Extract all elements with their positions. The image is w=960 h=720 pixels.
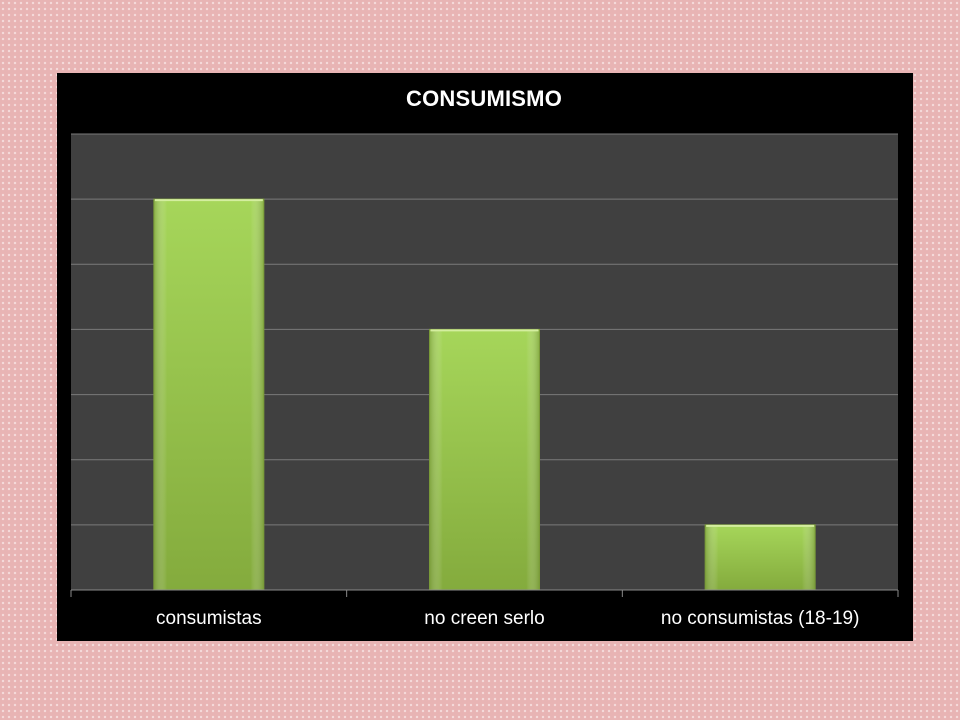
- x-tick-label: consumistas: [156, 608, 262, 629]
- chart-title: CONSUMISMO: [406, 86, 562, 111]
- x-tick-label: no creen serlo: [424, 608, 545, 629]
- x-tick-label: no consumistas (18-19): [660, 608, 860, 629]
- bar-shading: [153, 199, 264, 590]
- bar-shading: [429, 329, 540, 590]
- x-axis: [70, 589, 899, 597]
- bar: [153, 198, 265, 591]
- bars: [153, 198, 816, 591]
- bar-shading: [705, 524, 816, 590]
- bar: [429, 328, 540, 591]
- bar: [704, 524, 816, 591]
